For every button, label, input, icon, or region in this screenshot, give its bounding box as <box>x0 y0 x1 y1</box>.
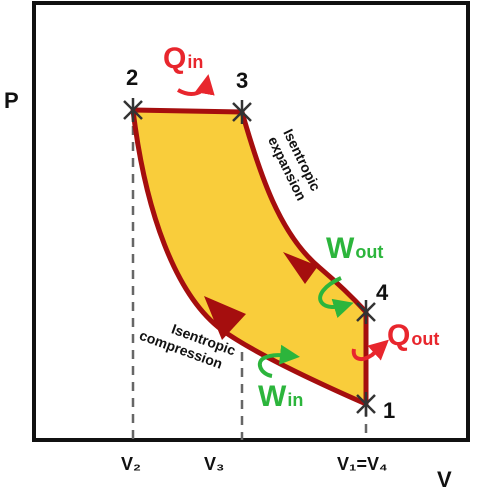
q-in-label: Qin <box>163 42 203 75</box>
state-point-3-marker <box>232 100 252 124</box>
tick-v3: V₃ <box>204 454 224 474</box>
cycle-area <box>130 107 369 407</box>
point-2-label: 2 <box>126 65 138 90</box>
y-axis-label: P <box>4 88 19 113</box>
expansion-direction-arrow <box>283 252 318 284</box>
plot-frame <box>32 1 470 442</box>
q-out-arrow <box>351 339 389 361</box>
expansion-label: Isentropic expansion <box>265 126 324 203</box>
tick-v1-v4: V₁=V₄ <box>337 454 388 474</box>
point-4-label: 4 <box>376 280 389 305</box>
point-1-label: 1 <box>383 398 395 423</box>
tick-v2: V₂ <box>121 454 141 474</box>
compression-direction-arrow <box>204 296 246 340</box>
q-in-arrow <box>177 74 215 96</box>
state-point-1-marker <box>356 392 376 416</box>
w-out-label: Wout <box>326 232 383 265</box>
q-out-label: Qout <box>387 319 439 352</box>
state-point-4-marker <box>356 300 376 324</box>
state-point-2-marker <box>123 98 143 122</box>
w-in-label: Win <box>258 380 303 413</box>
w-out-arrow <box>318 276 354 319</box>
point-3-label: 3 <box>236 68 248 93</box>
x-axis-label: V <box>437 467 452 492</box>
w-in-arrow <box>257 344 300 378</box>
